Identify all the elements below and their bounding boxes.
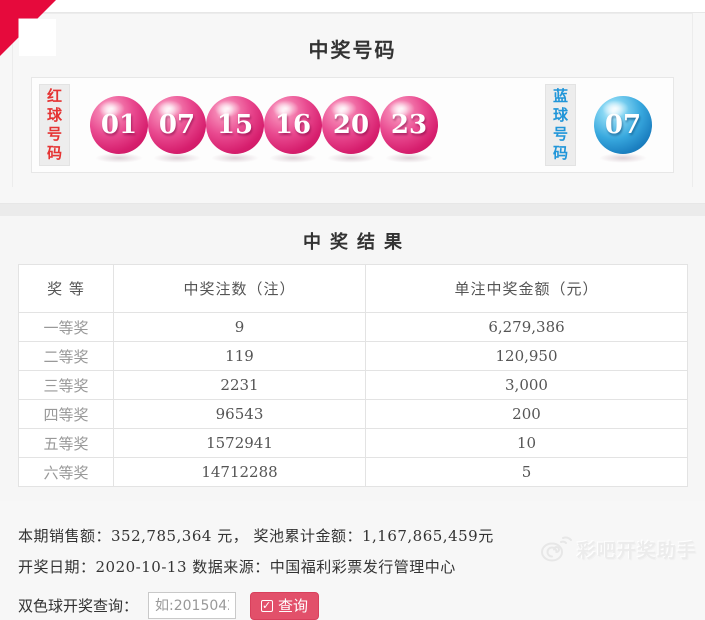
table-row: 四等奖 96543 200 (18, 399, 688, 429)
query-button[interactable]: 查询 (250, 591, 320, 620)
prize-level: 六等奖 (18, 457, 114, 487)
blue-ball-label-box: 蓝球号码 (545, 84, 576, 166)
blue-ball-wrap: 07 (594, 96, 652, 163)
corner-inner-square (19, 19, 56, 56)
table-row: 二等奖 119 120,950 (18, 341, 688, 371)
bet-count: 96543 (113, 399, 366, 429)
bet-count: 119 (113, 341, 366, 371)
red-balls-row: 01 07 15 16 20 23 (90, 96, 438, 163)
issue-number-input[interactable] (148, 592, 237, 619)
blue-ball: 07 (594, 96, 652, 163)
query-button-label: 查询 (278, 597, 309, 615)
results-section: 中奖结果 奖 等 中奖注数（注） 单注中奖金额（元） 一等奖 9 6,279,3… (0, 216, 705, 501)
header-prize-level: 奖 等 (18, 264, 114, 313)
sales-info-line: 本期销售额：352,785,364 元， 奖池累计金额：1,167,865,45… (18, 527, 494, 545)
table-row: 五等奖 1572941 10 (18, 428, 688, 458)
results-table: 奖 等 中奖注数（注） 单注中奖金额（元） 一等奖 9 6,279,386 二等… (18, 264, 688, 487)
table-header-row: 奖 等 中奖注数（注） 单注中奖金额（元） (18, 264, 688, 313)
red-ball: 01 (90, 96, 148, 163)
prize-level: 三等奖 (18, 370, 114, 400)
prize-amount: 3,000 (365, 370, 688, 400)
bet-count: 2231 (113, 370, 366, 400)
checkbox-check-icon (261, 599, 274, 612)
red-ball: 20 (322, 96, 380, 163)
query-row: 双色球开奖查询： 查询 (18, 591, 687, 620)
section-divider (0, 204, 705, 216)
winning-numbers-section: 中奖号码 红球号码 01 07 15 16 20 23 蓝球号码 07 (0, 12, 705, 204)
prize-amount: 200 (365, 399, 688, 429)
prize-level: 二等奖 (18, 341, 114, 371)
blue-ball-label: 蓝球号码 (552, 86, 568, 163)
top-margin-strip (0, 0, 705, 12)
table-row: 一等奖 9 6,279,386 (18, 312, 688, 342)
prize-amount: 10 (365, 428, 688, 458)
results-title: 中奖结果 (303, 232, 411, 253)
prize-level: 一等奖 (18, 312, 114, 342)
prize-amount: 6,279,386 (365, 312, 688, 342)
query-label: 双色球开奖查询： (18, 597, 139, 615)
red-ball: 15 (206, 96, 264, 163)
bet-count: 1572941 (113, 428, 366, 458)
winning-numbers-title: 中奖号码 (308, 38, 397, 62)
watermark: 彩吧开奖助手 (539, 534, 697, 564)
red-balls-label: 红球号码 (46, 86, 62, 163)
table-row: 六等奖 14712288 5 (18, 457, 688, 487)
header-winning-bets: 中奖注数（注） (113, 264, 366, 313)
prize-amount: 120,950 (365, 341, 688, 371)
red-balls-label-box: 红球号码 (39, 84, 70, 166)
watermark-text: 彩吧开奖助手 (576, 539, 697, 562)
bet-count: 9 (113, 312, 366, 342)
page-corner-ribbon (0, 0, 58, 58)
red-ball: 16 (264, 96, 322, 163)
prize-level: 五等奖 (18, 428, 114, 458)
prize-level: 四等奖 (18, 399, 114, 429)
red-ball: 07 (148, 96, 206, 163)
header-prize-amount: 单注中奖金额（元） (365, 264, 688, 313)
prize-amount: 5 (365, 457, 688, 487)
numbers-panel: 红球号码 01 07 15 16 20 23 蓝球号码 07 (31, 77, 674, 173)
red-ball: 23 (380, 96, 438, 163)
megaphone-swirl-icon (540, 536, 572, 562)
bet-count: 14712288 (113, 457, 366, 487)
table-row: 三等奖 2231 3,000 (18, 370, 688, 400)
